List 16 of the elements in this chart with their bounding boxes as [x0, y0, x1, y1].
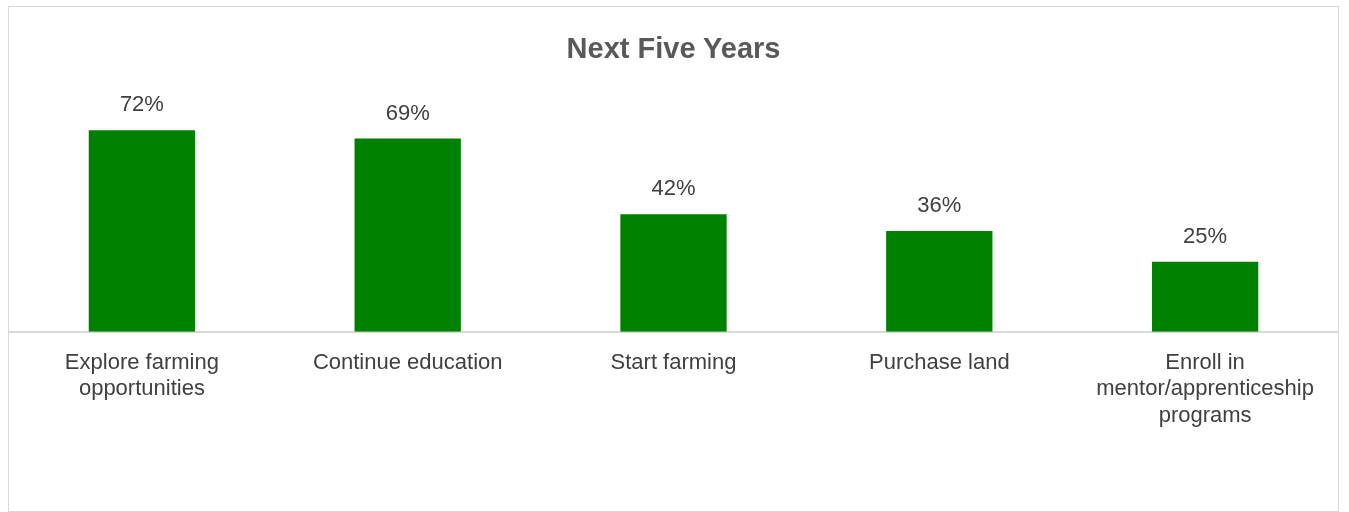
bar [88, 130, 196, 332]
bar [1151, 261, 1259, 332]
bar [886, 231, 993, 332]
chart-title: Next Five Years [566, 32, 781, 65]
bar [354, 138, 461, 332]
data-label: 42% [651, 175, 696, 201]
x-tick-label: Continue education [312, 349, 503, 375]
x-tick-label: Purchase land [868, 349, 1010, 375]
bar [620, 214, 727, 332]
data-label: 25% [1183, 222, 1228, 248]
x-tick-label: Explore farming opportunities [64, 349, 219, 401]
x-tick-label: Start farming [610, 349, 737, 375]
data-label: 72% [119, 91, 164, 117]
x-tick-label: Enroll in mentor/apprenticeship programs [1096, 349, 1314, 427]
data-label: 69% [385, 99, 430, 125]
data-label: 36% [917, 192, 962, 218]
